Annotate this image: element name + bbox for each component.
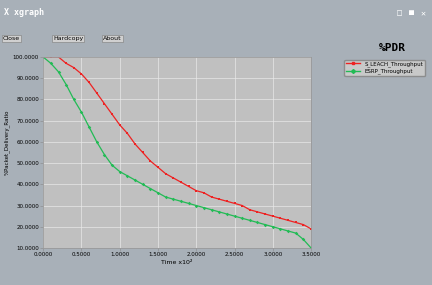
- Text: X xgraph: X xgraph: [4, 8, 44, 17]
- Text: %Packet_Delivery_Ratio: %Packet_Delivery_Ratio: [4, 110, 10, 175]
- X-axis label: Time x10²: Time x10²: [162, 260, 193, 265]
- Text: ✕: ✕: [421, 8, 426, 17]
- Text: Hardcopy: Hardcopy: [53, 36, 83, 41]
- Text: Close: Close: [3, 36, 20, 41]
- Legend: S_LEACH_Throughput, ESRP_Throughput: S_LEACH_Throughput, ESRP_Throughput: [344, 60, 425, 76]
- Text: %PDR: %PDR: [379, 43, 406, 53]
- Text: About: About: [103, 36, 121, 41]
- Text: ■: ■: [409, 8, 414, 17]
- Text: □: □: [397, 8, 403, 17]
